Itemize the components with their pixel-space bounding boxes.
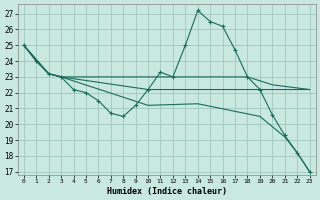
X-axis label: Humidex (Indice chaleur): Humidex (Indice chaleur) <box>107 187 227 196</box>
